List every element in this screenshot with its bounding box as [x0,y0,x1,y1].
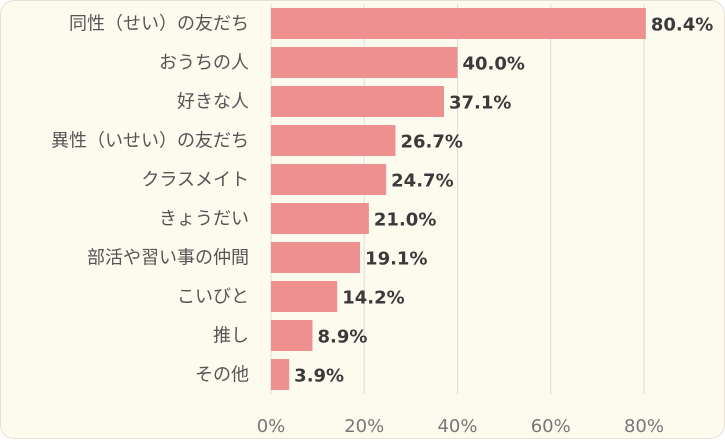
value-label: 3.9% [294,366,344,387]
value-label: 19.1% [365,249,427,270]
bar [271,359,290,390]
bar [271,203,369,234]
value-label: 21.0% [374,210,436,231]
category-label: こいびと [177,287,249,308]
bar [271,242,361,273]
value-label: 80.4% [651,15,713,36]
bar [271,86,444,117]
x-tick-label: 20% [344,416,384,437]
category-label: きょうだい [159,209,249,230]
bar [271,281,338,312]
x-tick-label: 60% [531,416,571,437]
category-label: その他 [195,365,249,386]
bar [271,8,646,39]
bar [271,164,387,195]
category-label: 部活や習い事の仲間 [87,248,249,269]
category-label: 同性（せい）の友だち [69,14,249,35]
category-label: 推し [213,326,249,347]
category-label: クラスメイト [141,170,249,191]
value-label: 37.1% [449,93,511,114]
value-label: 14.2% [342,288,404,309]
category-label: おうちの人 [159,53,249,74]
bar [271,47,458,78]
x-tick-label: 40% [437,416,477,437]
x-tick-label: 80% [624,416,664,437]
value-label: 26.7% [400,132,462,153]
bar [271,125,396,156]
value-label: 24.7% [391,171,453,192]
value-label: 8.9% [317,327,367,348]
category-label: 異性（いせい）の友だち [51,131,249,152]
bar [271,320,313,351]
x-tick-label: 0% [257,416,286,437]
value-label: 40.0% [463,54,525,75]
category-label: 好きな人 [177,92,249,113]
